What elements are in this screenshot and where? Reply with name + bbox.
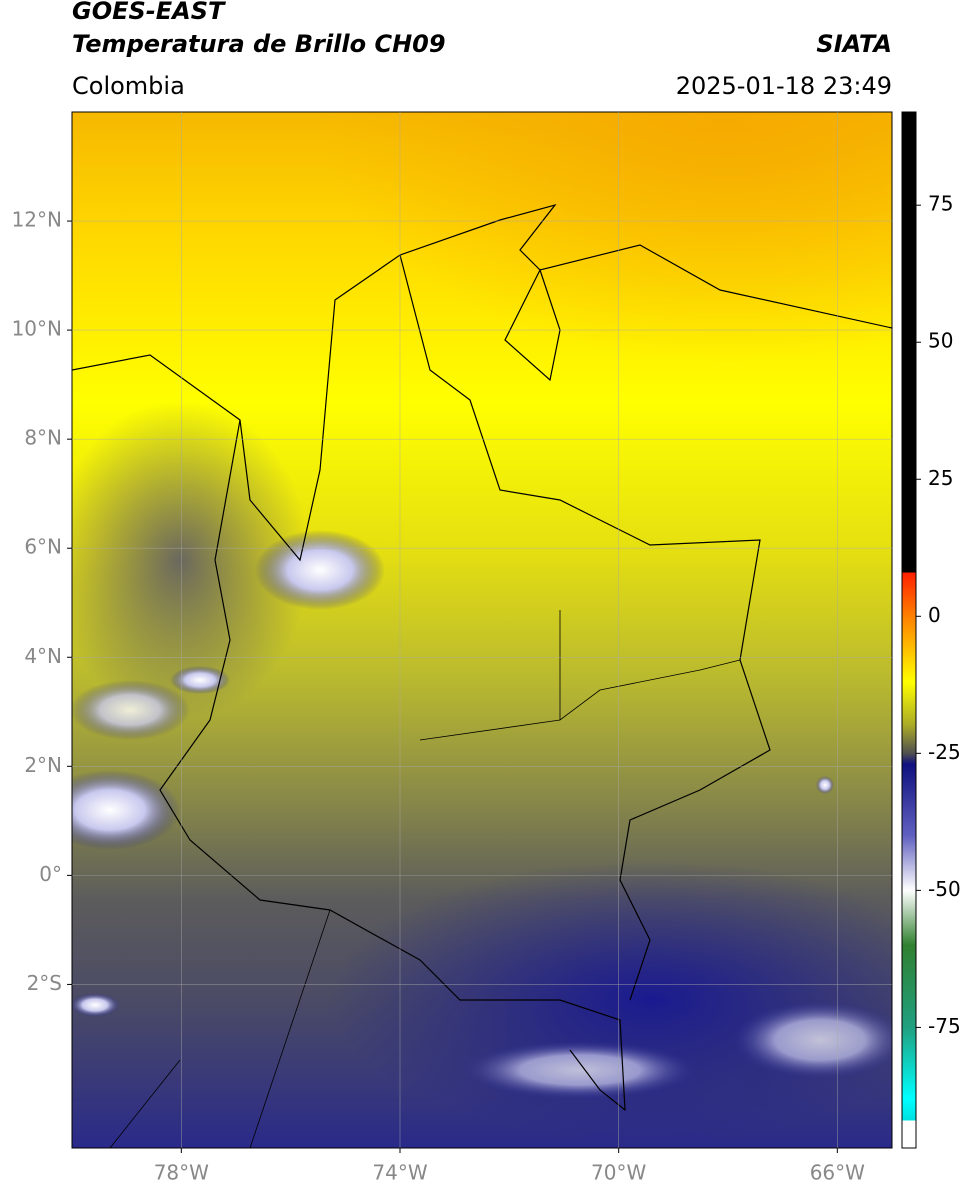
datetime: 2025-01-18 23:49	[676, 72, 892, 100]
colorbar-tick-label: 0	[928, 603, 941, 627]
colorbar-tick-label: 75	[928, 192, 953, 216]
x-tick-label: 74°W	[372, 1161, 427, 1185]
source: SIATA	[816, 30, 892, 58]
y-tick-label: 10°N	[12, 317, 62, 341]
y-tick-label: 2°N	[24, 753, 62, 777]
subtitle: Temperatura de Brillo CH09	[72, 30, 446, 58]
colorbar	[901, 111, 917, 1149]
colorbar-tick-label: -75	[928, 1014, 961, 1038]
colorbar-tick-label: 50	[928, 329, 953, 353]
x-tick-label: 66°W	[810, 1161, 865, 1185]
map-frame	[71, 111, 893, 1149]
y-tick-label: 8°N	[24, 426, 62, 450]
y-tick-label: 0°	[39, 862, 62, 886]
y-tick-label: 6°N	[24, 535, 62, 559]
x-tick-label: 70°W	[591, 1161, 646, 1185]
y-tick-label: 2°S	[27, 971, 62, 995]
y-tick-label: 4°N	[24, 644, 62, 668]
colorbar-tick-label: -25	[928, 740, 961, 764]
y-tick-label: 12°N	[12, 208, 62, 232]
colorbar-tick-label: -50	[928, 877, 961, 901]
satellite-image	[72, 112, 892, 1148]
colorbar-tick-label: 25	[928, 466, 953, 490]
x-tick-label: 78°W	[154, 1161, 209, 1185]
region: Colombia	[72, 72, 185, 100]
title: GOES-EAST	[72, 0, 226, 25]
